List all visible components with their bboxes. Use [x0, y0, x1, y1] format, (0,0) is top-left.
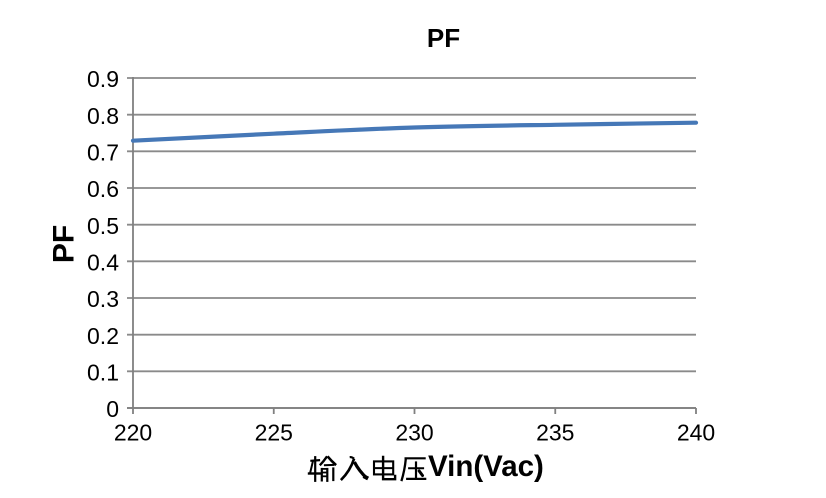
svg-text:0.1: 0.1	[87, 360, 119, 386]
svg-text:0.5: 0.5	[87, 213, 119, 239]
svg-text:0.6: 0.6	[87, 176, 119, 202]
svg-text:0.8: 0.8	[87, 103, 119, 129]
svg-text:0: 0	[106, 396, 119, 422]
svg-text:220: 220	[114, 420, 152, 446]
svg-text:0.7: 0.7	[87, 140, 119, 166]
svg-text:240: 240	[677, 420, 715, 446]
svg-text:0.3: 0.3	[87, 286, 119, 312]
svg-text:0.4: 0.4	[87, 250, 119, 276]
svg-text:235: 235	[536, 420, 574, 446]
svg-text:0.2: 0.2	[87, 323, 119, 349]
svg-text:PF: PF	[427, 23, 460, 53]
svg-text:0.9: 0.9	[87, 66, 119, 92]
svg-text:Vin(Vac): Vin(Vac)	[428, 450, 544, 483]
svg-text:230: 230	[395, 420, 433, 446]
svg-text:225: 225	[255, 420, 293, 446]
svg-text:PF: PF	[47, 225, 80, 263]
